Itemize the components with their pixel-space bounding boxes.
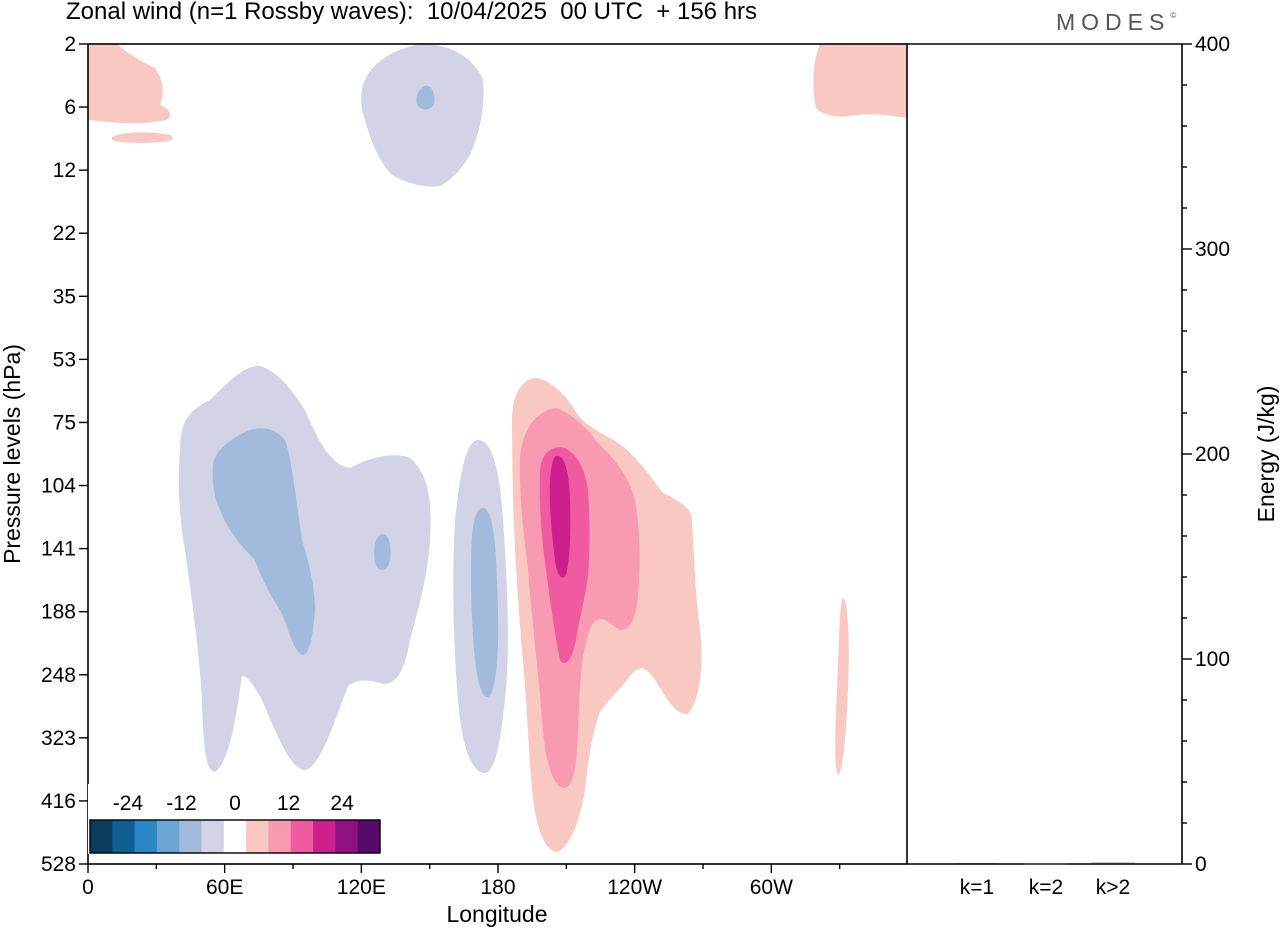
energy-bar [1024,863,1068,865]
y-tick-label: 2 [64,33,76,56]
x-tick-label: 60E [206,876,243,899]
energy-category-label: k=2 [1029,876,1063,899]
colorbar-tick-label: 0 [229,792,241,815]
x-tick-label: 60W [750,876,793,899]
colorbar-swatch [223,820,247,853]
x-axis-title: Longitude [446,901,547,927]
contour-neg-10 [471,508,499,698]
brand-text: MODES [1056,9,1171,35]
y-tick-label: 528 [41,853,76,876]
y-tick-label: 323 [41,727,76,750]
colorbar-swatch [313,820,336,853]
x-tick-label: 120E [337,876,386,899]
colorbar-swatch [357,820,381,853]
colorbar-frame [89,819,381,854]
y-tick-label: 35 [53,285,76,308]
colorbar-tick-label: -24 [113,792,144,815]
x-tick-label: 0 [82,876,94,899]
contour-pos-5 [112,132,173,144]
y-tick-label: 188 [41,601,76,624]
energy-axis: 0 100 200 300 400 [1182,33,1230,876]
y-axis-title: Pressure levels (hPa) [0,344,25,564]
brand-mark: © [1170,11,1177,20]
y-tick-label: 12 [53,159,76,182]
energy-bar [1091,862,1135,864]
colorbar-swatch [290,820,314,853]
colorbar-swatch [112,820,135,853]
contour-neg-10 [416,85,435,110]
y-tick-label: 53 [53,348,76,371]
colorbar-swatch [179,820,202,853]
energy-tick-label: 0 [1195,853,1207,876]
energy-tick-label: 100 [1195,648,1230,671]
energy-bar [955,862,999,864]
contour-pos-5 [88,44,171,124]
y-axis: 2 6 12 22 35 53 75 104 141 188 248 323 416 528 [41,33,88,876]
contour-pos-5 [813,44,907,118]
colorbar-tick-label: -12 [166,792,196,815]
y-tick-label: 416 [41,790,76,813]
contour-pos-5 [835,598,849,775]
colorbar-tick-label: 24 [330,792,354,815]
y-tick-label: 141 [41,538,76,561]
colorbar-tick-label: 12 [277,792,300,815]
x-tick-label: 120W [607,876,662,899]
y-tick-label: 104 [41,475,76,498]
colorbar-swatch [156,820,180,853]
y-tick-label: 6 [64,96,76,119]
energy-category-label: k=1 [960,876,994,899]
colorbar-swatch [90,820,113,853]
x-tick-label: 180 [480,876,515,899]
chart-title: Zonal wind (n=1 Rossby waves): 10/04/202… [66,0,758,25]
colorbar-swatch [268,820,292,853]
y-tick-label: 75 [53,411,76,434]
energy-tick-label: 200 [1195,443,1230,466]
contour-fill [88,44,907,852]
brand-logo: MODES© [1056,9,1176,36]
contour-pos-20 [549,455,571,578]
energy-tick-label: 400 [1195,33,1230,56]
y-tick-label: 248 [41,664,76,687]
energy-bars: k=1 k=2 k>2 [955,862,1135,899]
contour-neg-10 [212,428,315,655]
colorbar-swatch [134,820,158,853]
colorbar-swatch [246,820,269,853]
x-axis: 0 60E 120E 180 120W 60W [82,864,841,899]
colorbar-swatch [201,820,225,853]
contour-neg-5 [361,44,484,187]
colorbar-swatch [335,820,358,853]
energy-axis-title: Energy (J/kg) [1253,386,1279,523]
contour-neg-10 [374,534,391,571]
y-tick-label: 22 [53,222,76,245]
energy-category-label: k>2 [1096,876,1130,899]
energy-tick-label: 300 [1195,238,1230,261]
colorbar: -24 -12 0 12 24 [88,784,381,854]
